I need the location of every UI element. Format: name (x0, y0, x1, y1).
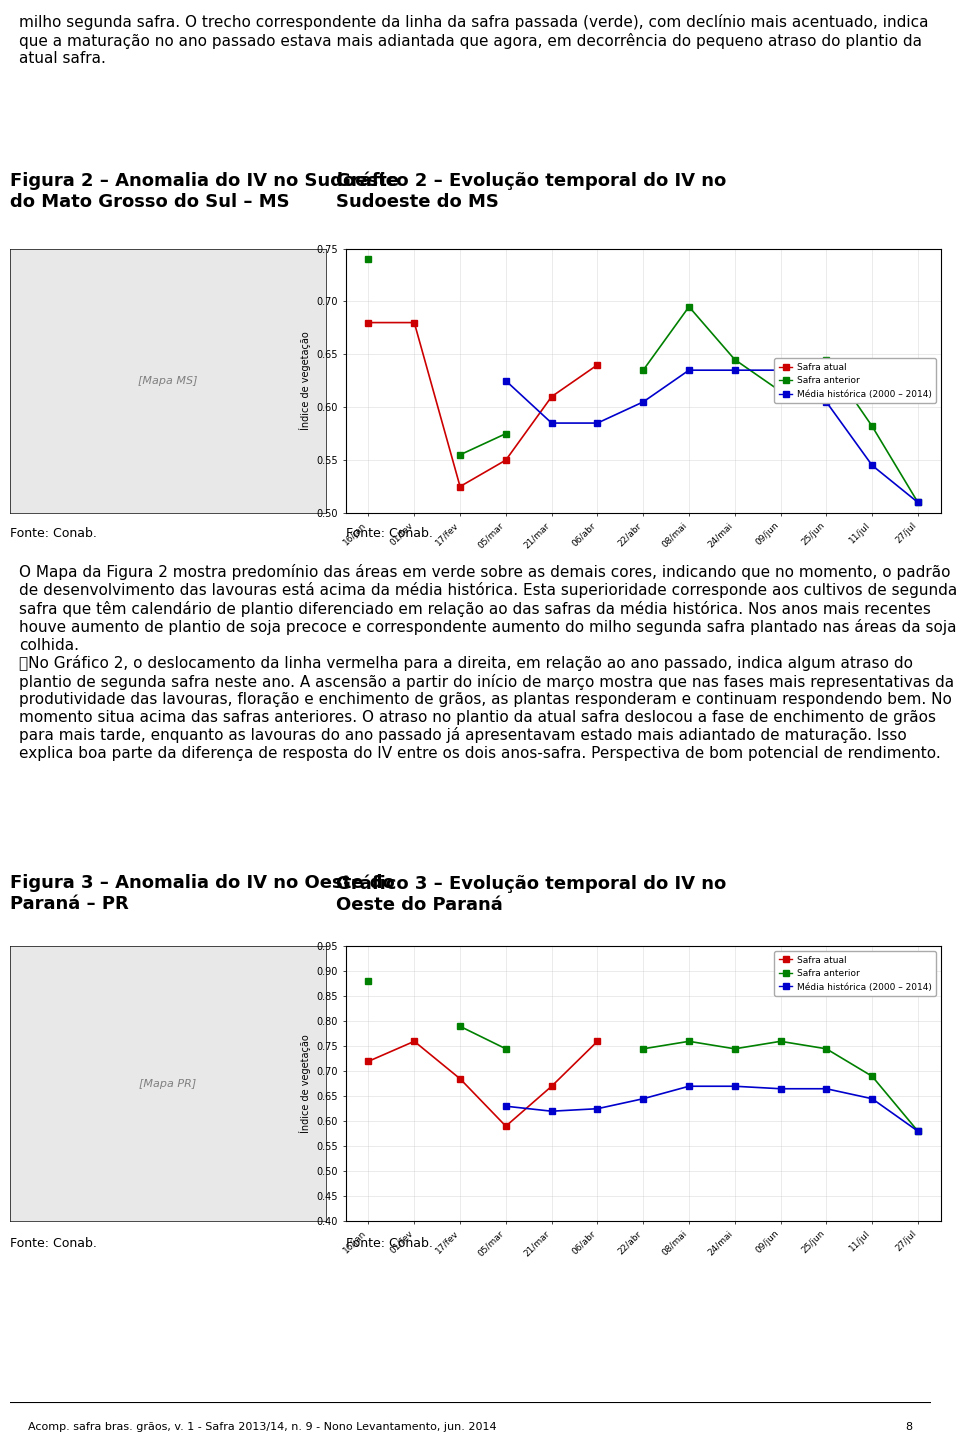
Text: [Mapa MS]: [Mapa MS] (138, 376, 198, 386)
Text: Figura 2 – Anomalia do IV no Sudoeste
do Mato Grosso do Sul – MS: Figura 2 – Anomalia do IV no Sudoeste do… (10, 172, 398, 211)
Y-axis label: Índice de vegetação: Índice de vegetação (299, 1035, 311, 1133)
Text: Fonte: Conab.: Fonte: Conab. (10, 527, 96, 540)
Y-axis label: Índice de vegetação: Índice de vegetação (299, 331, 311, 431)
Text: [Mapa PR]: [Mapa PR] (139, 1079, 197, 1088)
Text: Fonte: Conab.: Fonte: Conab. (346, 1237, 432, 1250)
Text: Gráfico 3 – Evolução temporal do IV no
Oeste do Paraná: Gráfico 3 – Evolução temporal do IV no O… (336, 874, 727, 913)
Text: Acomp. safra bras. grãos, v. 1 - Safra 2013/14, n. 9 - Nono Levantamento, jun. 2: Acomp. safra bras. grãos, v. 1 - Safra 2… (28, 1422, 496, 1432)
Text: O Mapa da Figura 2 mostra predomínio das áreas em verde sobre as demais cores, i: O Mapa da Figura 2 mostra predomínio das… (19, 564, 957, 760)
Legend: Safra atual, Safra anterior, Média histórica (2000 – 2014): Safra atual, Safra anterior, Média histó… (775, 358, 936, 403)
Text: Fonte: Conab.: Fonte: Conab. (10, 1237, 96, 1250)
Text: Figura 3 – Anomalia do IV no Oeste do
Paraná – PR: Figura 3 – Anomalia do IV no Oeste do Pa… (10, 874, 395, 913)
Text: Fonte: Conab.: Fonte: Conab. (346, 527, 432, 540)
Legend: Safra atual, Safra anterior, Média histórica (2000 – 2014): Safra atual, Safra anterior, Média histó… (775, 951, 936, 996)
Text: 8: 8 (905, 1422, 913, 1432)
Text: Gráfico 2 – Evolução temporal do IV no
Sudoeste do MS: Gráfico 2 – Evolução temporal do IV no S… (336, 172, 727, 211)
Text: milho segunda safra. O trecho correspondente da linha da safra passada (verde), : milho segunda safra. O trecho correspond… (19, 14, 928, 66)
